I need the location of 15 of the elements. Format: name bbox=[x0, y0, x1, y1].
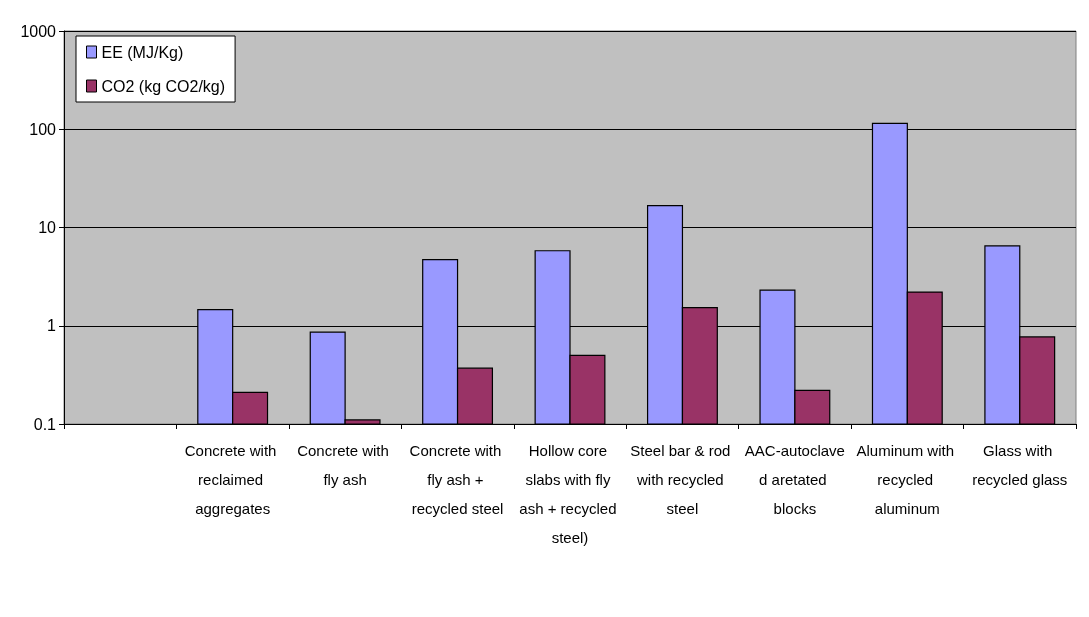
x-tick-label: Glass with recycled glass bbox=[972, 442, 1068, 488]
y-tick-label: 1000 bbox=[20, 22, 57, 40]
y-tick-label: 10 bbox=[38, 219, 57, 236]
y-tick-label: 100 bbox=[29, 120, 57, 138]
x-tick-label: Concrete with fly ash bbox=[297, 442, 394, 488]
legend-label: EE (MJ/Kg) bbox=[101, 43, 184, 61]
x-tick-label: Hollow core slabs with fly ash + recycled steel) bbox=[519, 442, 621, 546]
x-tick-label: Aluminum with recycled aluminum bbox=[856, 442, 959, 517]
x-tick-label: AAC-autoclaved aretated blocks bbox=[744, 442, 845, 517]
y-tick-label: 1 bbox=[47, 317, 57, 335]
legend-label: CO2 (kg CO2/kg) bbox=[101, 77, 226, 95]
x-tick-label: Concrete with reclaimed aggregates bbox=[184, 442, 281, 517]
x-tick-label: Steel bar & rod with recycled steel bbox=[630, 442, 735, 517]
y-tick-label: 0.1 bbox=[33, 415, 57, 433]
x-tick-label: Concrete with fly ash + recycled steel bbox=[409, 442, 506, 517]
